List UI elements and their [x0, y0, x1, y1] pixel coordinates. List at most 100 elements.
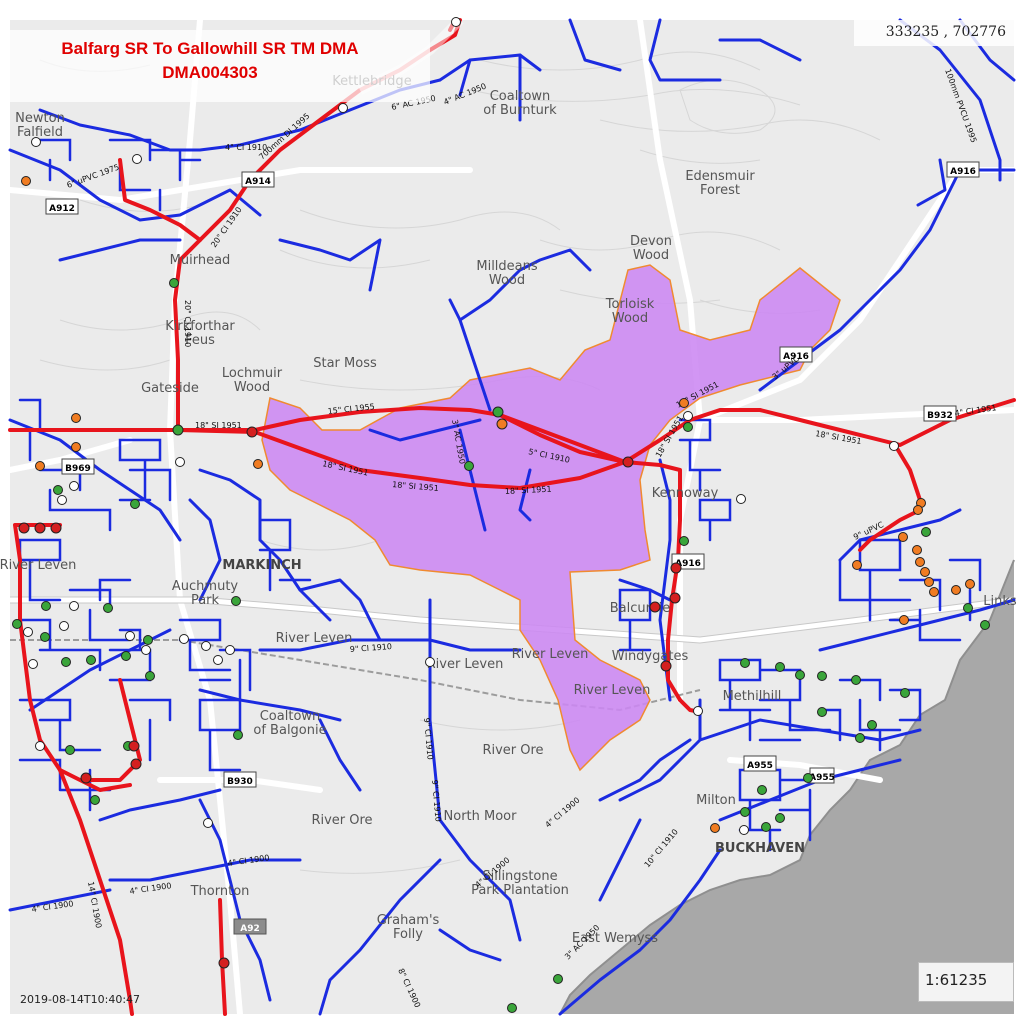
road-shield: A916 — [946, 161, 980, 178]
valve-marker — [851, 675, 861, 685]
valve-marker — [660, 660, 672, 672]
valve-marker — [21, 176, 31, 186]
valve-marker — [169, 278, 179, 288]
valve-marker — [141, 645, 151, 655]
svg-text:A955: A955 — [809, 773, 835, 783]
road-shield: A955 — [809, 767, 835, 784]
place-label: Kirkforthar Feus — [165, 319, 235, 348]
valve-marker — [425, 657, 435, 667]
valve-marker — [507, 1003, 517, 1013]
valve-marker — [61, 657, 71, 667]
valve-marker — [669, 592, 681, 604]
svg-text:A92: A92 — [240, 924, 260, 934]
valve-marker — [175, 457, 185, 467]
valve-marker — [233, 730, 243, 740]
dma-code: DMA004303 — [162, 63, 258, 82]
road-shield: A912 — [45, 198, 79, 215]
place-label: River Leven — [0, 558, 76, 573]
roads-outline — [10, 596, 1015, 644]
place-label: Torloisk Wood — [605, 297, 655, 326]
dma-name: Balfarg SR To Gallowhill SR TM DMA — [61, 39, 359, 58]
place-label: Graham's Folly — [377, 913, 440, 942]
valve-marker — [28, 659, 38, 669]
road-shield: B930 — [223, 771, 257, 788]
valve-marker — [128, 740, 140, 752]
valve-marker — [103, 603, 113, 613]
valve-marker — [338, 103, 348, 113]
valve-marker — [31, 137, 41, 147]
valve-marker — [71, 442, 81, 452]
valve-marker — [35, 741, 45, 751]
pipe-label: 4" CI 1910 — [225, 143, 267, 152]
valve-marker — [921, 527, 931, 537]
valve-marker — [59, 621, 69, 631]
valve-marker — [69, 601, 79, 611]
valve-marker — [817, 671, 827, 681]
place-label: Balcurvie — [610, 601, 671, 616]
valve-marker — [172, 424, 184, 436]
svg-text:A916: A916 — [950, 167, 976, 177]
road-shield: A92 — [233, 918, 267, 935]
valve-marker — [899, 615, 909, 625]
valve-marker — [900, 688, 910, 698]
place-label: Edensmuir Forest — [685, 169, 755, 198]
valve-markers — [12, 17, 990, 1013]
place-label: River Leven — [512, 647, 589, 662]
road-shield: A955 — [743, 755, 777, 772]
valve-marker — [218, 957, 230, 969]
svg-text:A916: A916 — [675, 559, 701, 569]
place-label: River Leven — [427, 657, 504, 672]
place-label: Coaltown of Balgonie — [253, 709, 326, 738]
valve-marker — [231, 596, 241, 606]
road-shield: A916 — [779, 346, 813, 363]
valve-marker — [622, 456, 634, 468]
road-shield: B969 — [61, 458, 95, 475]
valve-marker — [496, 418, 508, 430]
valve-marker — [852, 560, 862, 570]
valve-marker — [246, 426, 258, 438]
valve-marker — [739, 825, 749, 835]
valve-marker — [710, 823, 720, 833]
valve-marker — [121, 651, 131, 661]
dma-boundary-polygon[interactable] — [261, 264, 841, 772]
valve-marker — [889, 441, 899, 451]
valve-marker — [35, 461, 45, 471]
valve-marker — [253, 459, 263, 469]
place-label: Lochmuir Wood — [222, 366, 283, 395]
valve-marker — [225, 645, 235, 655]
road-shield: B932 — [923, 405, 957, 422]
svg-text:A912: A912 — [49, 204, 75, 214]
place-label: BUCKHAVEN — [715, 841, 805, 856]
valve-marker — [80, 772, 92, 784]
svg-text:A914: A914 — [245, 177, 271, 187]
place-label: MARKINCH — [222, 558, 301, 573]
valve-marker — [203, 818, 213, 828]
road-shields: A912 A914 A916 A916 B969 A916 B932 B930 … — [45, 161, 980, 935]
valve-marker — [757, 785, 767, 795]
svg-text:B930: B930 — [227, 777, 253, 787]
valve-marker — [201, 641, 211, 651]
valve-marker — [795, 670, 805, 680]
valve-marker — [145, 671, 155, 681]
place-label: Newton Falfield — [15, 111, 65, 140]
place-label: Devon Wood — [630, 234, 672, 263]
map-title: Balfarg SR To Gallowhill SR TM DMA DMA00… — [0, 37, 420, 85]
place-label: Gateside — [141, 381, 199, 396]
valve-marker — [965, 579, 975, 589]
valve-marker — [130, 499, 140, 509]
valve-marker — [670, 562, 682, 574]
svg-text:B969: B969 — [65, 464, 91, 474]
sea-area — [560, 560, 1014, 1014]
valve-marker — [740, 807, 750, 817]
place-label: East Wemyss — [572, 931, 658, 946]
valve-marker — [679, 536, 689, 546]
valve-marker — [855, 733, 865, 743]
valve-marker — [86, 655, 96, 665]
place-label: Muirhead — [170, 253, 231, 268]
place-label: Methilhill — [723, 689, 782, 704]
place-label: Links — [983, 594, 1017, 609]
pipe-label: 18" SI 1951 — [392, 480, 439, 493]
place-label: Thornton — [190, 884, 250, 899]
